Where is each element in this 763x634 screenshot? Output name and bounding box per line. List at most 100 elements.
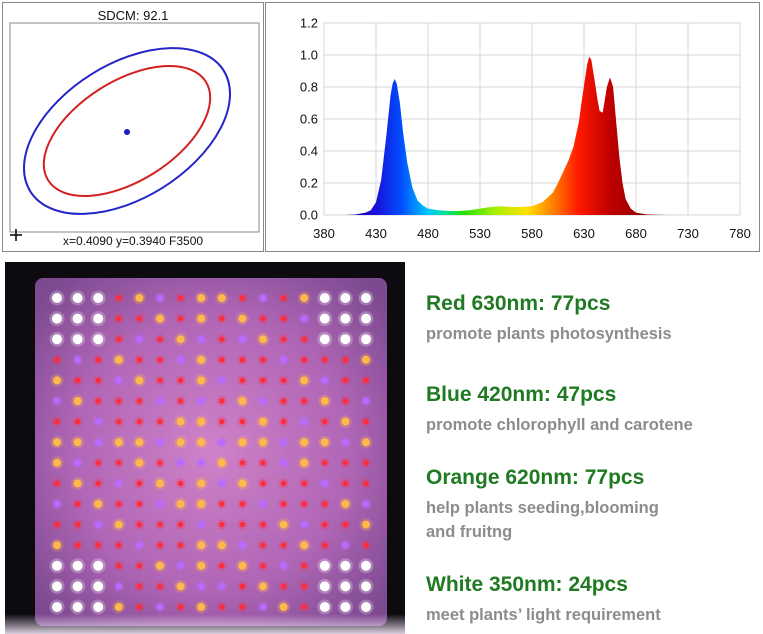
led-dot (93, 334, 104, 345)
led-dot (280, 562, 287, 570)
led-dot (114, 603, 123, 611)
led-dot (178, 398, 184, 404)
led-dot (136, 398, 142, 404)
led-dot (281, 336, 287, 342)
led-dot (116, 316, 122, 322)
led-dot (94, 438, 102, 446)
led-dot (72, 602, 83, 612)
led-dot (197, 397, 205, 405)
led-dot (340, 293, 351, 303)
led-dot (94, 500, 103, 508)
led-dot (114, 520, 123, 529)
x-tick-label: 530 (469, 226, 491, 241)
led-dot (157, 583, 163, 589)
led-dot (281, 398, 287, 404)
led-dot (342, 480, 348, 486)
led-dot (219, 563, 225, 569)
led-dot (319, 560, 330, 571)
led-dot (156, 314, 164, 323)
led-dot (135, 376, 144, 385)
led-dot (281, 316, 287, 322)
led-dot (197, 561, 206, 570)
led-dot (156, 438, 164, 446)
legend-orange-title: Orange 620nm: 77pcs (426, 466, 645, 489)
led-dot (281, 501, 287, 507)
led-dot (361, 313, 371, 324)
led-dot (280, 459, 287, 467)
led-dot (72, 313, 83, 324)
led-dot (116, 398, 122, 404)
led-dot (363, 480, 369, 486)
legend-red: Red 630nm: 77pcs promote plants photosyn… (426, 292, 672, 346)
legend-orange-desc-line2: and fruitng (426, 523, 513, 541)
led-dot (217, 541, 226, 550)
led-dot (219, 398, 225, 404)
x-tick-label: 380 (313, 226, 335, 241)
led-dot (218, 480, 226, 487)
led-dot (279, 603, 288, 611)
led-dot (342, 377, 348, 383)
led-dot (116, 295, 122, 301)
led-dot (156, 294, 164, 302)
led-dot (53, 438, 61, 447)
led-dot (319, 313, 330, 324)
led-dot (341, 417, 350, 426)
led-dot (281, 542, 287, 548)
led-dot (156, 561, 164, 570)
led-board-illustration (5, 262, 405, 634)
led-dot (300, 315, 308, 322)
led-dot (54, 480, 60, 486)
led-dot (300, 294, 309, 302)
led-dot (157, 377, 163, 383)
led-dot (239, 460, 245, 466)
led-dot (72, 334, 83, 345)
led-dot (342, 398, 348, 404)
led-dot (54, 357, 60, 363)
led-dot (280, 438, 287, 446)
led-dot (156, 479, 164, 488)
led-dot (95, 377, 101, 383)
led-dot (176, 335, 185, 344)
sdcm-plot (9, 22, 260, 241)
led-dot (300, 521, 308, 528)
led-dot (322, 460, 328, 466)
led-dot (54, 419, 60, 425)
led-dot (52, 581, 62, 592)
led-dot (260, 542, 266, 548)
led-dot (259, 397, 267, 405)
led-dot (176, 582, 185, 591)
led-grow-light-photo (5, 262, 405, 634)
legend-red-desc: promote plants photosynthesis (426, 325, 672, 343)
led-dot (72, 560, 83, 571)
led-dot (340, 560, 351, 571)
led-dot (75, 542, 81, 548)
led-dot (197, 603, 206, 611)
led-dot (361, 581, 371, 592)
led-dot (116, 419, 122, 425)
led-dot (157, 542, 163, 548)
led-dot (95, 480, 101, 486)
led-dot (301, 563, 307, 569)
led-dot (93, 560, 104, 571)
led-dot (281, 295, 287, 301)
led-dot (75, 501, 81, 507)
legend-orange-desc-line1: help plants seeding,blooming (426, 499, 659, 517)
led-dot (259, 438, 267, 447)
led-dot (177, 562, 185, 570)
led-dot (156, 603, 164, 611)
y-tick-label: 1.2 (300, 16, 318, 31)
legend-white: White 350nm: 24pcs meet plants’ light re… (426, 573, 661, 627)
x-tick-label: 730 (677, 226, 699, 241)
led-dot (115, 583, 123, 590)
x-tick-label: 630 (573, 226, 595, 241)
led-dot (259, 417, 267, 426)
led-dot (301, 583, 307, 589)
led-dot (53, 376, 61, 385)
led-dot (176, 417, 185, 426)
led-dot (136, 604, 142, 610)
led-dot (342, 357, 348, 363)
led-dot (279, 520, 288, 529)
led-dot (361, 602, 371, 612)
legend-blue-desc: promote chlorophyll and carotene (426, 416, 693, 434)
led-dot (197, 583, 205, 590)
